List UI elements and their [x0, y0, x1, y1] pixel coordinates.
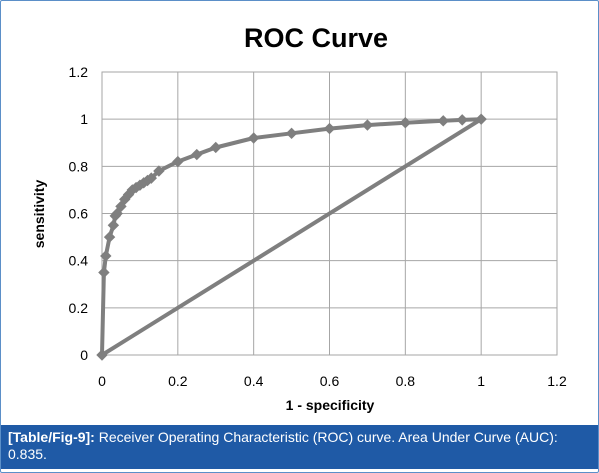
caption-tag: [Table/Fig-9]:: [8, 429, 95, 445]
y-tick-label: 0.4: [69, 253, 89, 269]
x-tick-label: 0.4: [244, 373, 264, 389]
y-tick-label: 0: [80, 347, 88, 363]
roc-data-point: [103, 231, 116, 243]
y-tick-label: 1.2: [69, 64, 89, 80]
roc-data-point: [115, 200, 127, 213]
roc-data-point: [145, 172, 157, 184]
caption-text: Receiver Operating Characteristic (ROC) …: [8, 429, 558, 462]
x-tick-label: 1.2: [547, 373, 567, 389]
roc-data-point: [323, 122, 336, 135]
roc-data-point: [285, 127, 298, 140]
roc-data-point: [107, 219, 120, 231]
chart-title: ROC Curve: [244, 23, 388, 53]
figure-caption: [Table/Fig-9]: Receiver Operating Charac…: [1, 425, 598, 469]
series-layer: [96, 113, 487, 361]
roc-data-point: [210, 141, 222, 154]
chart-svg: ROC Curve 0 0.2 0.4 0.6 0.8 1 1.2 0 0.2 0.4 0.6 0.8…: [31, 23, 567, 413]
roc-data-point: [100, 250, 112, 262]
roc-data-point: [247, 132, 260, 144]
x-axis-label: 1 - specificity: [286, 397, 375, 413]
plot-border: [101, 71, 558, 356]
x-tick-label: 0: [98, 373, 106, 389]
x-tick-label: 0.2: [168, 373, 188, 389]
roc-data-point: [399, 116, 412, 129]
roc-data-point: [98, 266, 110, 279]
roc-data-point: [111, 207, 123, 220]
roc-data-point: [456, 114, 468, 126]
y-tick-label: 0.8: [69, 158, 89, 174]
roc-data-point: [172, 155, 184, 168]
x-tick-label: 1: [477, 373, 485, 389]
x-tick-label: 0.8: [396, 373, 416, 389]
roc-data-point: [153, 165, 165, 177]
y-axis-label: sensitivity: [31, 180, 47, 249]
roc-data-point: [437, 115, 449, 127]
tick-layer: 0 0.2 0.4 0.6 0.8 1 1.2 0 0.2 0.4 0.6 0.8 1 1.2: [69, 64, 567, 389]
roc-data-point: [191, 148, 203, 161]
x-tick-label: 0.6: [320, 373, 340, 389]
roc-data-point: [361, 119, 374, 131]
y-tick-label: 0.6: [69, 206, 89, 222]
y-tick-label: 0.2: [69, 300, 89, 316]
y-tick-label: 1: [80, 111, 88, 127]
roc-chart: ROC Curve 0 0.2 0.4 0.6 0.8 1 1.2 0 0.2 0.4 0.6 0.8…: [31, 23, 567, 413]
reference-diagonal-line: [100, 117, 483, 357]
